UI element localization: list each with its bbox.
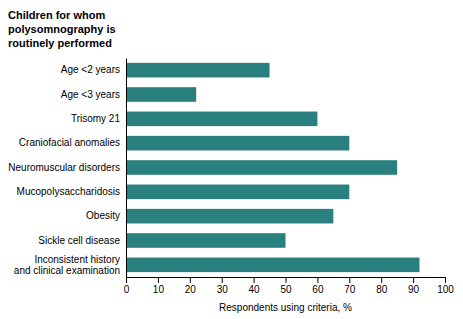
y-tick-label-line: and clinical examination	[14, 265, 120, 276]
x-tick-mark	[381, 277, 382, 283]
bar	[126, 185, 349, 200]
title-line: routinely performed	[8, 37, 112, 49]
x-tick-label: 10	[153, 284, 165, 295]
x-axis: 0 10 20 30 40 50 60 70 80 90 100	[124, 277, 455, 295]
x-tick-mark	[190, 277, 191, 283]
x-tick: 10	[153, 277, 165, 295]
x-tick-label: 100	[437, 284, 454, 295]
x-tick: 70	[344, 277, 356, 295]
chart-container: Children for whom polysomnography is routi…	[0, 0, 463, 319]
x-tick-label: 30	[217, 284, 229, 295]
x-tick-mark	[445, 277, 446, 283]
x-tick: 40	[249, 277, 261, 295]
y-tick: Mucopolysaccharidosis	[17, 186, 120, 197]
x-tick: 30	[217, 277, 229, 295]
x-tick-label: 90	[408, 284, 420, 295]
y-tick-label: Obesity	[86, 210, 120, 221]
x-tick: 20	[185, 277, 197, 295]
bar	[126, 160, 397, 175]
bar	[126, 258, 419, 273]
y-tick-label: Age <2 years	[61, 64, 120, 75]
x-axis-title: Respondents using criteria, %	[219, 302, 352, 313]
x-tick-label: 20	[185, 284, 197, 295]
title-line: polysomnography is	[8, 23, 116, 35]
y-tick-label: Age <3 years	[61, 89, 120, 100]
y-tick-label-line: Craniofacial anomalies	[19, 137, 120, 148]
y-axis-line	[126, 59, 127, 278]
x-tick-mark	[158, 277, 159, 283]
y-tick-label: Mucopolysaccharidosis	[17, 186, 120, 197]
x-tick: 100	[437, 277, 454, 295]
y-tick: Age <2 years	[61, 64, 120, 75]
y-tick-label: Trisomy 21	[71, 113, 121, 124]
title-line: Children for whom	[8, 9, 105, 21]
x-tick-mark	[254, 277, 255, 283]
x-tick-label: 80	[376, 284, 388, 295]
x-tick-mark	[286, 277, 287, 283]
x-tick-mark	[222, 277, 223, 283]
x-tick-label: 40	[249, 284, 261, 295]
x-tick-label: 0	[124, 284, 130, 295]
bar	[126, 136, 349, 151]
y-tick-label-line: Mucopolysaccharidosis	[17, 186, 120, 197]
bars	[126, 63, 419, 272]
y-tick: Neuromuscular disorders	[8, 162, 120, 173]
x-tick: 50	[280, 277, 292, 295]
chart-title: Children for whom polysomnography is routi…	[8, 9, 116, 49]
y-tick: Craniofacial anomalies	[19, 137, 120, 148]
y-tick-label-line: Age <2 years	[61, 64, 120, 75]
bar	[126, 233, 286, 248]
y-tick: Obesity	[86, 210, 120, 221]
y-axis: Inconsistent historyand clinical examina…	[8, 59, 126, 278]
bar	[126, 112, 317, 127]
y-tick: Inconsistent historyand clinical examina…	[14, 254, 120, 276]
x-tick-mark	[126, 277, 127, 283]
y-tick-label: Inconsistent historyand clinical examina…	[14, 254, 120, 276]
y-tick-label: Craniofacial anomalies	[19, 137, 120, 148]
x-tick: 80	[376, 277, 388, 295]
y-tick-label-line: Trisomy 21	[71, 113, 121, 124]
bar	[126, 87, 196, 102]
x-tick: 60	[312, 277, 324, 295]
y-tick-label: Sickle cell disease	[38, 235, 120, 246]
x-tick: 90	[408, 277, 420, 295]
x-tick-mark	[413, 277, 414, 283]
plot-area: 0 10 20 30 40 50 60 70 80 90 100 Inconsistent histo…	[8, 59, 454, 314]
y-tick-label-line: Obesity	[86, 210, 120, 221]
x-tick-mark	[349, 277, 350, 283]
x-tick-label: 60	[312, 284, 324, 295]
x-tick-label: 50	[280, 284, 292, 295]
y-tick: Trisomy 21	[71, 113, 121, 124]
chart-svg: Children for whom polysomnography is routi…	[0, 0, 463, 319]
y-tick-label-line: Age <3 years	[61, 89, 120, 100]
y-tick-label-line: Inconsistent history	[34, 254, 120, 265]
y-tick-label-line: Sickle cell disease	[38, 235, 120, 246]
bar	[126, 209, 333, 224]
x-tick-mark	[317, 277, 318, 283]
bar	[126, 63, 270, 78]
y-tick: Sickle cell disease	[38, 235, 120, 246]
y-tick-label: Neuromuscular disorders	[8, 162, 120, 173]
y-tick: Age <3 years	[61, 89, 120, 100]
x-tick: 0	[124, 277, 130, 295]
x-tick-label: 70	[344, 284, 356, 295]
y-tick-label-line: Neuromuscular disorders	[8, 162, 120, 173]
x-axis-line	[127, 278, 446, 284]
